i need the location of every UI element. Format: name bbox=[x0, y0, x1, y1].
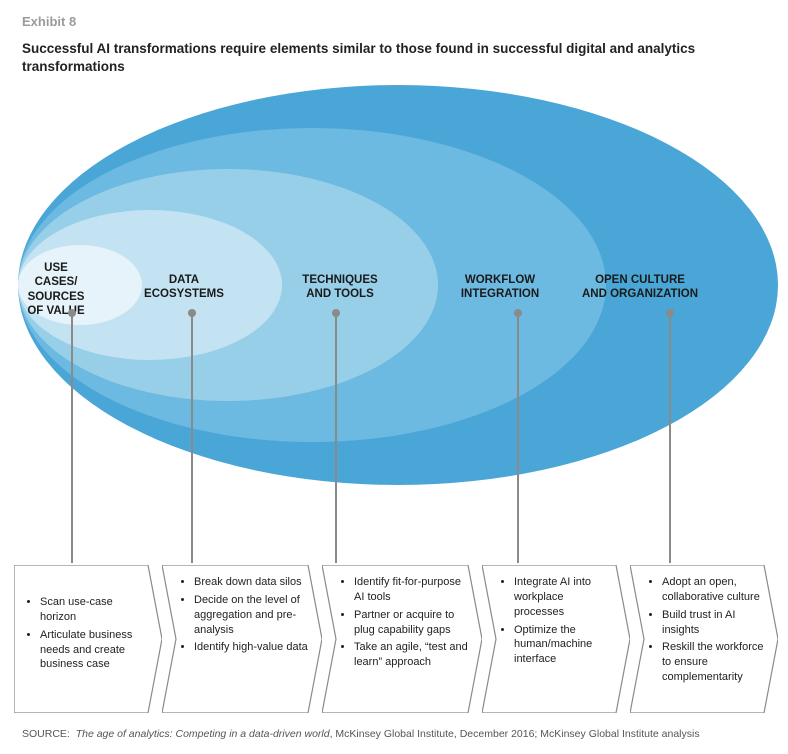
chevron-3: Integrate AI into workplace processesOpt… bbox=[482, 565, 630, 713]
nested-ellipse-diagram: OPEN CULTUREAND ORGANIZATION WORKFLOWINTE… bbox=[0, 85, 788, 515]
chevron-item: Scan use-case horizon bbox=[40, 595, 148, 625]
chevron-item: Partner or acquire to plug capability ga… bbox=[354, 608, 468, 638]
chevron-item: Identify high-value data bbox=[194, 640, 308, 655]
chevron-item: Take an agile, “test and learn” approach bbox=[354, 640, 468, 670]
chevron-list-4: Adopt an open, collaborative cultureBuil… bbox=[652, 575, 764, 688]
source-label: SOURCE: bbox=[22, 728, 70, 740]
chevron-item: Decide on the level of aggregation and p… bbox=[194, 593, 308, 638]
page-title: Successful AI transformations require el… bbox=[22, 40, 766, 76]
chevron-item: Integrate AI into workplace processes bbox=[514, 575, 616, 620]
chevron-0: Scan use-case horizonArticulate business… bbox=[14, 565, 162, 713]
leader-line-1 bbox=[517, 313, 519, 563]
leader-line-0 bbox=[669, 313, 671, 563]
chevron-item: Optimize the human/machine interface bbox=[514, 623, 616, 668]
chevron-list-2: Identify fit-for-purpose AI toolsPartner… bbox=[344, 575, 468, 673]
chevron-list-3: Integrate AI into workplace processesOpt… bbox=[504, 575, 616, 670]
ring-label-1: WORKFLOWINTEGRATION bbox=[440, 273, 560, 302]
chevron-item: Adopt an open, collaborative culture bbox=[662, 575, 764, 605]
leader-line-3 bbox=[191, 313, 193, 563]
source-rest: , McKinsey Global Institute, December 20… bbox=[330, 728, 700, 740]
chevron-item: Break down data silos bbox=[194, 575, 308, 590]
chevron-list-1: Break down data silos Decide on the level… bbox=[184, 575, 308, 658]
chevron-row: Scan use-case horizonArticulate business… bbox=[14, 565, 774, 713]
chevron-1: Break down data silos Decide on the level… bbox=[162, 565, 322, 713]
leader-line-4 bbox=[71, 313, 73, 563]
ring-label-0: OPEN CULTUREAND ORGANIZATION bbox=[580, 273, 700, 302]
ring-label-4: USECASES/SOURCESOF VALUE bbox=[0, 261, 116, 319]
ring-label-2: TECHNIQUESAND TOOLS bbox=[280, 273, 400, 302]
chevron-item: Reskill the workforce to ensure compleme… bbox=[662, 640, 764, 685]
source-line: SOURCE: The age of analytics: Competing … bbox=[22, 728, 700, 740]
chevron-item: Build trust in AI insights bbox=[662, 608, 764, 638]
chevron-2: Identify fit-for-purpose AI toolsPartner… bbox=[322, 565, 482, 713]
chevron-4: Adopt an open, collaborative cultureBuil… bbox=[630, 565, 778, 713]
chevron-list-0: Scan use-case horizonArticulate business… bbox=[30, 595, 148, 675]
chevron-item: Articulate business needs and create bus… bbox=[40, 628, 148, 673]
chevron-item: Identify fit-for-purpose AI tools bbox=[354, 575, 468, 605]
exhibit-label: Exhibit 8 bbox=[22, 14, 76, 29]
leader-line-2 bbox=[335, 313, 337, 563]
source-italic: The age of analytics: Competing in a dat… bbox=[76, 728, 330, 740]
ring-label-3: DATAECOSYSTEMS bbox=[124, 273, 244, 302]
